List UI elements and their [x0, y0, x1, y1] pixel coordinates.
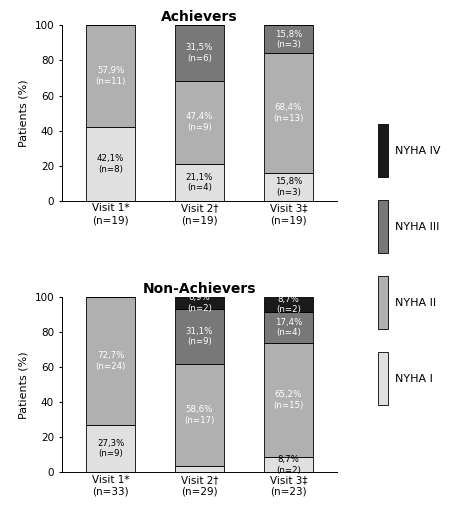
- Y-axis label: Patients (%): Patients (%): [19, 79, 29, 147]
- Text: 15,8%
(n=3): 15,8% (n=3): [275, 177, 302, 197]
- Text: 8,7%
(n=2): 8,7% (n=2): [276, 455, 301, 474]
- Bar: [175, 466, 224, 472]
- Title: Non-Achievers: Non-Achievers: [143, 282, 256, 296]
- Text: 72,7%
(n=24): 72,7% (n=24): [95, 351, 126, 370]
- Bar: [264, 25, 313, 53]
- Text: 65,2%
(n=15): 65,2% (n=15): [273, 390, 304, 410]
- Text: 27,3%
(n=9): 27,3% (n=9): [97, 439, 124, 458]
- Text: 58,6%
(n=17): 58,6% (n=17): [184, 405, 215, 425]
- Bar: [264, 457, 313, 472]
- FancyBboxPatch shape: [378, 276, 388, 329]
- Text: 21,1%
(n=4): 21,1% (n=4): [186, 173, 213, 192]
- Bar: [264, 343, 313, 457]
- FancyBboxPatch shape: [378, 200, 388, 253]
- Bar: [264, 53, 313, 173]
- Text: NYHA IV: NYHA IV: [395, 146, 441, 155]
- FancyBboxPatch shape: [378, 124, 388, 177]
- Bar: [175, 309, 224, 364]
- Bar: [175, 81, 224, 164]
- Text: 31,1%
(n=9): 31,1% (n=9): [186, 327, 213, 346]
- Bar: [86, 297, 135, 425]
- Bar: [86, 127, 135, 201]
- Y-axis label: Patients (%): Patients (%): [19, 351, 29, 419]
- Text: NYHA II: NYHA II: [395, 298, 436, 307]
- Text: 68,4%
(n=13): 68,4% (n=13): [273, 103, 304, 123]
- Bar: [175, 364, 224, 466]
- Bar: [264, 312, 313, 343]
- Text: 15,8%
(n=3): 15,8% (n=3): [275, 29, 302, 49]
- Text: NYHA I: NYHA I: [395, 373, 433, 384]
- Bar: [264, 297, 313, 312]
- Title: Achievers: Achievers: [161, 10, 238, 24]
- Text: 47,4%
(n=9): 47,4% (n=9): [186, 112, 213, 132]
- Text: 57,9%
(n=11): 57,9% (n=11): [95, 67, 126, 86]
- Text: 17,4%
(n=4): 17,4% (n=4): [275, 318, 302, 337]
- Text: 6,9%
(n=2): 6,9% (n=2): [187, 294, 212, 313]
- Text: 31,5%
(n=6): 31,5% (n=6): [186, 43, 213, 62]
- Text: 42,1%
(n=8): 42,1% (n=8): [97, 154, 124, 174]
- Text: 8,7%
(n=2): 8,7% (n=2): [276, 295, 301, 314]
- Bar: [86, 425, 135, 472]
- Bar: [86, 25, 135, 127]
- Bar: [264, 173, 313, 201]
- Bar: [175, 164, 224, 201]
- Bar: [175, 25, 224, 81]
- Bar: [175, 297, 224, 309]
- Text: NYHA III: NYHA III: [395, 221, 439, 232]
- FancyBboxPatch shape: [378, 352, 388, 405]
